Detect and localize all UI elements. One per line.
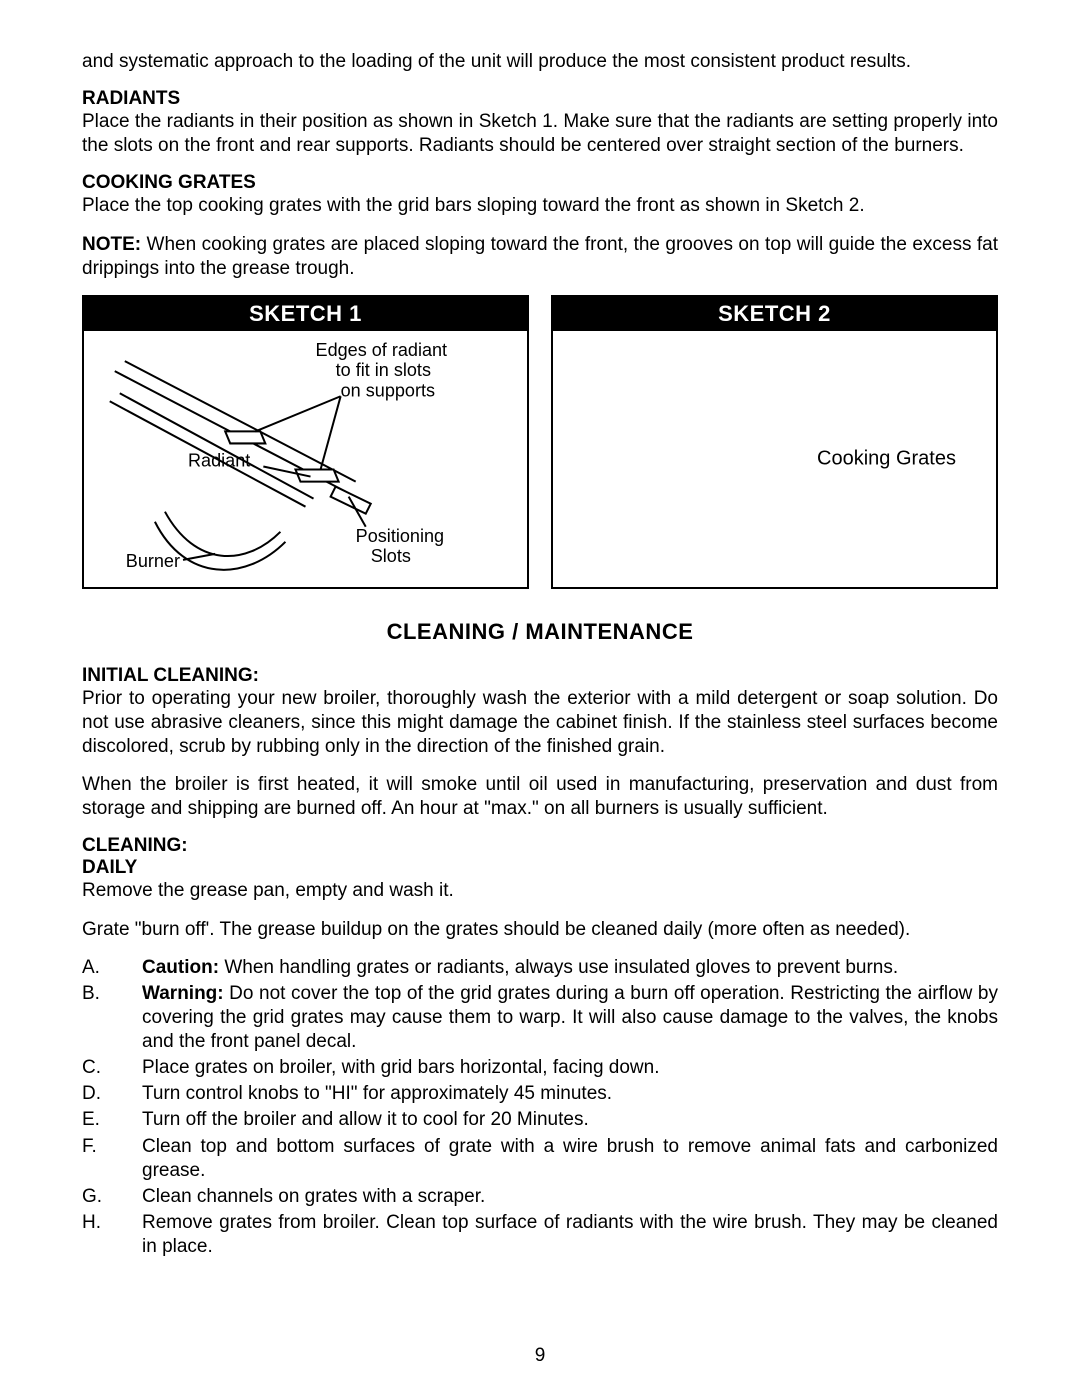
sketch-row: SKETCH 1 <box>82 295 998 589</box>
list-letter: B. <box>82 982 142 1054</box>
cleaning-p1: Remove the grease pan, empty and wash it… <box>82 879 998 903</box>
list-content: Remove grates from broiler. Clean top su… <box>142 1211 998 1259</box>
list-item: D. Turn control knobs to "HI" for approx… <box>82 1082 998 1106</box>
cleaning-heading: CLEANING: <box>82 835 998 857</box>
list-content: Turn control knobs to "HI" for approxima… <box>142 1082 998 1106</box>
list-item: F. Clean top and bottom surfaces of grat… <box>82 1135 998 1183</box>
sketch1-label-edges2: to fit in slots <box>336 360 431 380</box>
sketch1-diagram: Edges of radiant to fit in slots on supp… <box>84 331 527 587</box>
list-content: Turn off the broiler and allow it to coo… <box>142 1108 998 1132</box>
page-number: 9 <box>0 1345 1080 1367</box>
list-item: E. Turn off the broiler and allow it to … <box>82 1108 998 1132</box>
radiants-heading: RADIANTS <box>82 88 998 110</box>
intro-text: and systematic approach to the loading o… <box>82 50 998 74</box>
sketch1-label-radiant: Radiant <box>188 450 250 470</box>
sketch1-label-burner: Burner <box>126 551 180 571</box>
list-letter: F. <box>82 1135 142 1183</box>
list-content: Clean top and bottom surfaces of grate w… <box>142 1135 998 1183</box>
initial-cleaning-p2: When the broiler is first heated, it wil… <box>82 773 998 821</box>
cooking-grates-text: Place the top cooking grates with the gr… <box>82 194 998 218</box>
list-letter: E. <box>82 1108 142 1132</box>
list-item: B. Warning: Do not cover the top of the … <box>82 982 998 1054</box>
sketch2-title: SKETCH 2 <box>553 297 996 331</box>
note-text: When cooking grates are placed sloping t… <box>82 234 998 279</box>
sketch1-label-edges3: on supports <box>341 380 435 400</box>
sketch1-label-slots: Slots <box>371 546 411 566</box>
list-item: A. Caution: When handling grates or radi… <box>82 956 998 980</box>
list-item: C. Place grates on broiler, with grid ba… <box>82 1056 998 1080</box>
list-content: Caution: When handling grates or radiant… <box>142 956 998 980</box>
list-content: Clean channels on grates with a scraper. <box>142 1185 998 1209</box>
cooking-grates-heading: COOKING GRATES <box>82 172 998 194</box>
cleaning-p2: Grate "burn off'. The grease buildup on … <box>82 918 998 942</box>
sketch2-label: Cooking Grates <box>817 447 956 470</box>
sketch1-title: SKETCH 1 <box>84 297 527 331</box>
sketch1-label-positioning: Positioning <box>356 526 444 546</box>
list-text: Do not cover the top of the grid grates … <box>142 983 998 1052</box>
sketch2-body: Cooking Grates <box>553 331 996 587</box>
list-letter: D. <box>82 1082 142 1106</box>
list-content: Warning: Do not cover the top of the gri… <box>142 982 998 1054</box>
sketch2-box: SKETCH 2 Cooking Grates <box>551 295 998 589</box>
sketch1-body: Edges of radiant to fit in slots on supp… <box>84 331 527 587</box>
document-page: and systematic approach to the loading o… <box>0 0 1080 1397</box>
list-letter: C. <box>82 1056 142 1080</box>
list-letter: G. <box>82 1185 142 1209</box>
list-item: G. Clean channels on grates with a scrap… <box>82 1185 998 1209</box>
radiants-text: Place the radiants in their position as … <box>82 110 998 158</box>
list-item: H. Remove grates from broiler. Clean top… <box>82 1211 998 1259</box>
instruction-list: A. Caution: When handling grates or radi… <box>82 956 998 1260</box>
note-label: NOTE: <box>82 234 141 255</box>
list-bold: Warning: <box>142 983 224 1004</box>
list-letter: H. <box>82 1211 142 1259</box>
sketch1-box: SKETCH 1 <box>82 295 529 589</box>
list-bold: Caution: <box>142 957 219 978</box>
sketch1-label-edges1: Edges of radiant <box>316 340 448 360</box>
initial-cleaning-heading: INITIAL CLEANING: <box>82 665 998 687</box>
cooking-grates-note: NOTE: When cooking grates are placed slo… <box>82 233 998 281</box>
list-text: When handling grates or radiants, always… <box>219 957 898 978</box>
initial-cleaning-p1: Prior to operating your new broiler, tho… <box>82 687 998 759</box>
list-letter: A. <box>82 956 142 980</box>
cleaning-section-title: CLEANING / MAINTENANCE <box>82 619 998 645</box>
daily-heading: DAILY <box>82 857 998 879</box>
list-content: Place grates on broiler, with grid bars … <box>142 1056 998 1080</box>
